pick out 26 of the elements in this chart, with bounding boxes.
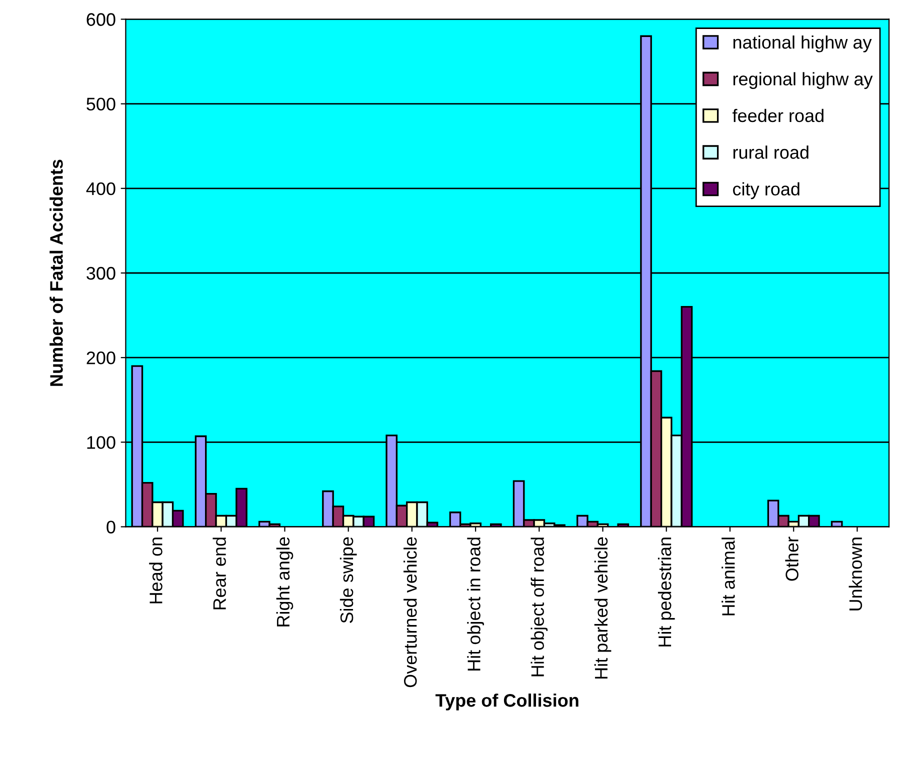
y-tick-label: 0 (106, 520, 116, 534)
y-tick-label: 100 (87, 436, 116, 449)
y-axis-title: Number of Fatal Accidents (50, 160, 63, 386)
x-tick-label: Hit animal (722, 538, 735, 616)
legend-label: city road (733, 182, 800, 200)
legend-label: feeder road (732, 108, 824, 122)
x-tick-label: Rear end (212, 538, 226, 610)
x-axis-title: Type of Collision (436, 694, 578, 710)
legend-label: regional highw ay (733, 72, 873, 89)
x-tick-label: Hit pedestrian (658, 538, 675, 646)
x-tick-label: Overturned vehicle (404, 537, 417, 688)
legend-label: rural road (733, 146, 808, 159)
x-tick-label: Hit object off road (530, 538, 548, 676)
x-tick-label: Side swipe (340, 537, 357, 623)
x-tick-label: Unknown (848, 538, 862, 610)
x-tick-label: Right angle (276, 537, 294, 626)
legend-label: national highw ay (733, 35, 872, 52)
x-tick-label: Hit object in road (467, 538, 484, 670)
x-tick-label: Head on (149, 538, 162, 604)
y-tick-label: 200 (86, 352, 116, 364)
y-tick-label: 500 (86, 98, 116, 111)
y-tick-label: 400 (86, 182, 116, 196)
y-tick-label: 300 (86, 266, 116, 280)
y-tick-label: 600 (86, 13, 116, 26)
x-tick-label: Hit parked vehicle (594, 537, 612, 679)
x-tick-label: Other (785, 536, 798, 581)
